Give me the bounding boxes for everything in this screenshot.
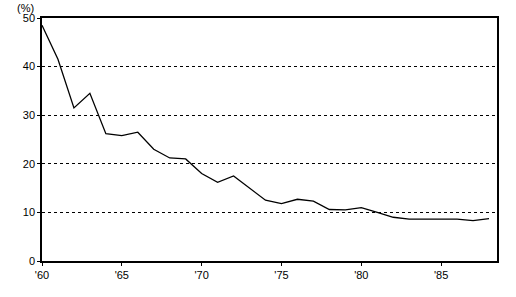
- svg-text:(%): (%): [17, 2, 34, 14]
- svg-text:0: 0: [29, 255, 35, 267]
- svg-text:30: 30: [23, 109, 35, 121]
- svg-text:20: 20: [23, 158, 35, 170]
- svg-text:'65: '65: [115, 269, 129, 281]
- svg-text:'70: '70: [194, 269, 208, 281]
- svg-text:'80: '80: [354, 269, 368, 281]
- svg-text:50: 50: [23, 12, 35, 24]
- svg-text:'85: '85: [434, 269, 448, 281]
- svg-text:10: 10: [23, 206, 35, 218]
- svg-text:40: 40: [23, 60, 35, 72]
- svg-text:'75: '75: [274, 269, 288, 281]
- svg-text:'60: '60: [35, 269, 49, 281]
